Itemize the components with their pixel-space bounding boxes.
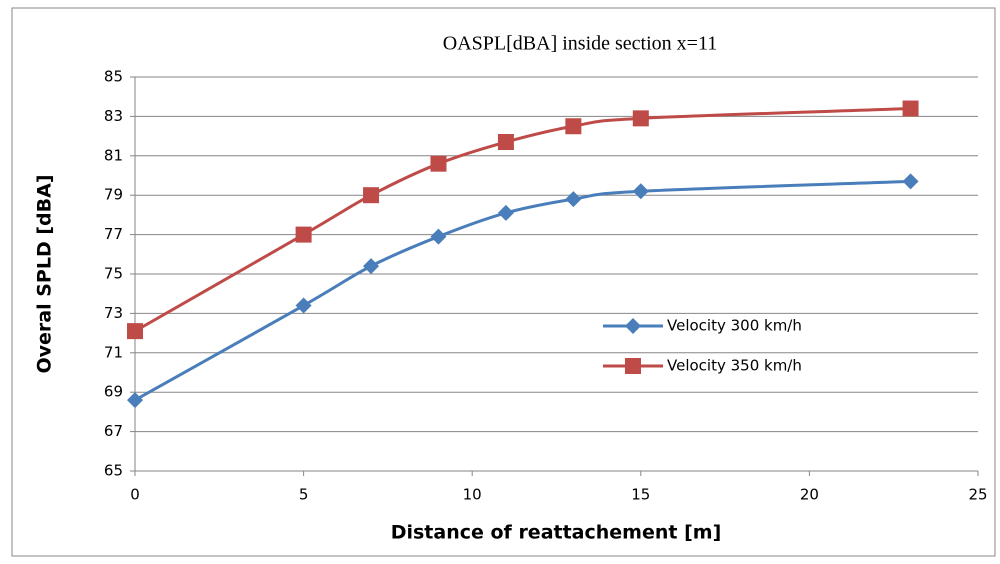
y-tick-label: 81 — [104, 146, 123, 164]
data-point — [632, 110, 649, 127]
y-tick-label: 69 — [104, 383, 123, 401]
data-point — [295, 226, 312, 243]
y-tick-label: 75 — [104, 265, 123, 283]
x-tick-label: 0 — [130, 486, 140, 504]
chart-title: OASPL[dBA] inside section x=11 — [443, 33, 717, 55]
legend-label: Velocity 300 km/h — [667, 317, 802, 335]
data-point — [363, 258, 380, 275]
y-tick-label: 71 — [104, 343, 123, 361]
data-point — [497, 204, 514, 221]
data-point — [430, 155, 447, 172]
y-axis-label: Overal SPLD [dBA] — [34, 175, 56, 374]
y-tick-label: 85 — [104, 68, 123, 86]
x-tick-label: 25 — [968, 486, 987, 504]
data-point — [565, 191, 582, 208]
chart-frame — [11, 7, 996, 557]
x-tick-label: 15 — [631, 486, 650, 504]
data-point — [127, 392, 143, 409]
x-tick-label: 20 — [800, 486, 819, 504]
y-tick-label: 79 — [104, 186, 123, 204]
x-tick-label: 5 — [299, 486, 309, 504]
data-point — [363, 187, 380, 204]
y-tick-label: 83 — [104, 107, 123, 125]
data-point — [902, 100, 919, 117]
data-point — [565, 118, 582, 135]
data-point — [632, 183, 649, 200]
y-tick-label: 77 — [104, 225, 123, 243]
legend-marker — [625, 358, 641, 374]
x-axis-label: Distance of reattachement [m] — [391, 522, 722, 544]
y-tick-label: 65 — [104, 462, 123, 480]
data-point — [497, 134, 514, 151]
legend-label: Velocity 350 km/h — [667, 357, 802, 375]
legend-marker — [625, 318, 641, 334]
x-tick-label: 10 — [463, 486, 482, 504]
y-tick-label: 73 — [104, 304, 123, 322]
y-tick-label: 67 — [104, 422, 123, 440]
data-point — [127, 323, 143, 340]
data-point — [902, 173, 919, 190]
data-point — [430, 228, 447, 245]
data-point — [295, 297, 312, 314]
